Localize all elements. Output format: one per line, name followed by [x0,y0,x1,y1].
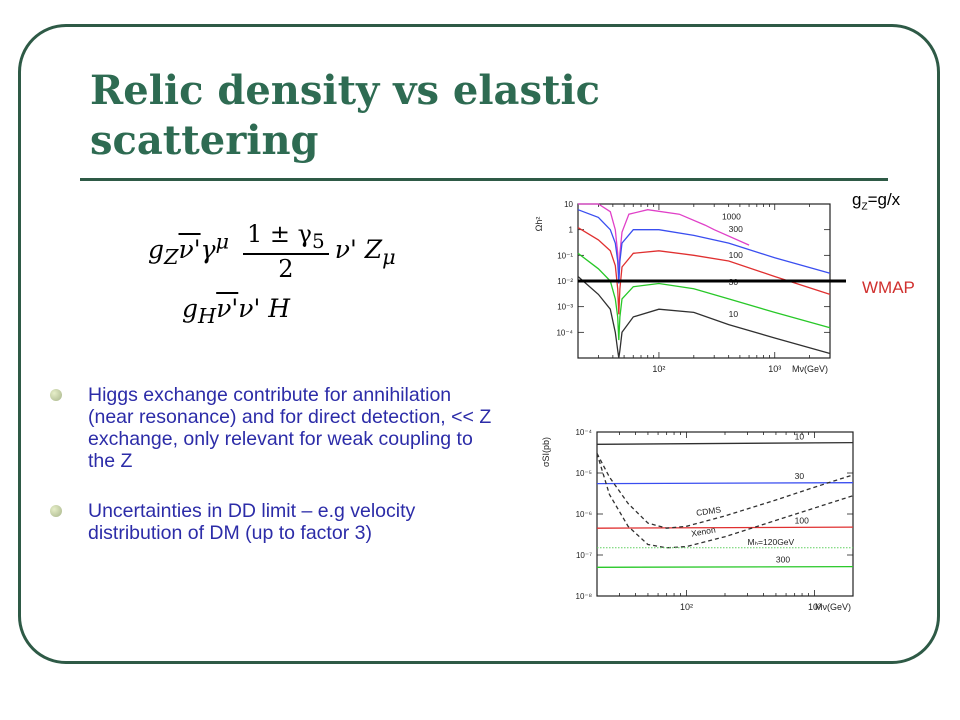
eq2-field-bar: ν' [216,294,239,323]
series-line-300 [577,209,831,284]
series-line-30 [596,482,854,485]
y-axis-label: σSI(pb) [541,437,551,467]
series-label-10: 10 [729,309,739,319]
equation-z-coupling: gZν'γμ 1 ± γ5 2 ν' Zμ [148,220,408,283]
bullet-text: Higgs exchange contribute for annihilati… [88,384,492,472]
elastic-scattering-chart-svg: 10² 10³ 10⁻⁴ 10⁻⁵ 10⁻⁶ 10⁻⁷ 10⁻⁸ Mν(GeV) σSI(pb)… [541,428,854,612]
elastic-scattering-chart: 10² 10³ 10⁻⁴ 10⁻⁵ 10⁻⁶ 10⁻⁷ 10⁻⁸ Mν(GeV) σSI(pb)… [535,418,865,623]
y-tick-label: 10 [564,200,573,209]
series-line-10 [577,276,831,359]
relic-density-chart: 10² 10³ 10 1 10⁻¹ 10⁻² 10⁻³ 10⁻⁴ Mν(GeV) Ωh² 1000 3… [530,198,848,388]
higgs-mass-reference-label: Mₕ=120GeV [748,537,795,547]
gz-label: gZ=g/x [852,190,900,212]
eq1-frac-num: 1 ± γ5 [243,220,329,255]
y-axis-label: Ωh² [534,217,544,232]
gz-label-sub: Z [861,201,868,213]
eq2-boson: H [268,294,291,323]
series-label-30: 30 [795,471,805,481]
y-tick-label: 10⁻² [557,277,573,286]
eq2-coupling: g [182,294,199,323]
series-line-100 [596,526,854,529]
eq1-field: ν' [334,234,357,264]
y-tick-label: 10⁻⁸ [576,592,593,601]
bullet-item: Higgs exchange contribute for annihilati… [50,384,495,472]
series-line-cdms [596,453,854,529]
slide-frame [18,24,940,664]
series-label-1000: 1000 [722,211,741,221]
bullet-dot-icon [50,505,62,517]
title-divider [80,178,888,181]
series-label-100: 100 [729,250,743,260]
equation-higgs-coupling: gHν'ν' H [182,294,290,328]
series-label-xenon: Xenon [690,524,716,538]
x-axis-label: Mν(GeV) [815,602,851,612]
y-tick-label: 10⁻⁶ [576,510,592,519]
bullet-text: Uncertainties in DD limit – e.g velocity… [88,500,416,544]
y-tick-label: 10⁻¹ [557,251,573,260]
series-line-10 [596,441,854,445]
x-tick-label: 10³ [808,602,821,612]
series-label-100: 100 [795,516,809,526]
plot-frame [596,431,854,597]
eq1-frac-num-text: 1 ± γ [247,220,313,248]
eq1-gamma-sup: μ [215,229,230,254]
series-line-xenon [596,453,854,549]
y-tick-label: 1 [569,226,574,235]
y-tick-label: 10⁻³ [557,303,573,312]
eq2-coupling-sub: H [198,304,217,328]
relic-density-chart-svg: 10² 10³ 10 1 10⁻¹ 10⁻² 10⁻³ 10⁻⁴ Mν(GeV) Ωh² 1000 3… [534,200,846,374]
series-line-300 [596,565,854,568]
eq1-boson-sub: μ [382,244,396,269]
series-label-10: 10 [795,432,805,442]
eq1-field-bar: ν' [178,234,201,264]
series-label-cdms: CDMS [695,504,722,517]
x-axis-label: Mν(GeV) [792,364,828,374]
series-label-300: 300 [776,555,790,565]
bullet-list: Higgs exchange contribute for annihilati… [50,384,495,572]
y-tick-label: 10⁻⁴ [556,328,573,337]
eq1-coupling-sub: Z [164,244,179,269]
series-label-300: 300 [729,224,743,234]
series-line-30 [577,252,831,341]
wmap-label: WMAP [862,278,915,297]
bullet-item: Uncertainties in DD limit – e.g velocity… [50,500,495,544]
gz-label-rest: =g/x [867,190,901,209]
slide-title: Relic density vs elastic scattering [90,67,601,164]
series-line-100 [577,227,831,315]
eq2-field: ν' [238,294,261,323]
y-tick-label: 10⁻⁴ [575,428,592,437]
eq1-boson: Z [364,234,383,264]
gz-label-main: g [852,190,862,209]
x-tick-label: 10² [680,602,693,612]
eq1-fraction: 1 ± γ5 2 [243,220,329,283]
eq1-frac-den: 2 [278,254,294,283]
y-tick-label: 10⁻⁷ [576,551,592,560]
bullet-dot-icon [50,389,62,401]
series-line-1000 [578,203,750,277]
eq1-frac-num-sub: 5 [312,228,325,253]
y-tick-label: 10⁻⁵ [576,469,592,478]
x-tick-label: 10³ [768,364,781,374]
x-tick-label: 10² [652,364,665,374]
eq1-coupling: g [148,234,165,264]
eq1-gamma: γ [200,234,216,264]
